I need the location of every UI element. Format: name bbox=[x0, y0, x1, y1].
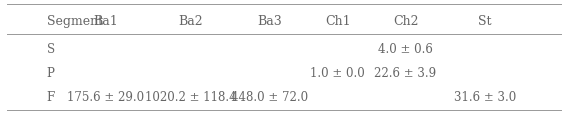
Text: 4.0 ± 0.6: 4.0 ± 0.6 bbox=[378, 43, 433, 56]
Text: S: S bbox=[47, 43, 55, 56]
Text: Ch2: Ch2 bbox=[393, 15, 418, 28]
Text: Segment: Segment bbox=[47, 15, 103, 28]
Text: Ba3: Ba3 bbox=[257, 15, 282, 28]
Text: Ba1: Ba1 bbox=[94, 15, 118, 28]
Text: 175.6 ± 29.0: 175.6 ± 29.0 bbox=[68, 91, 144, 104]
Text: Ch1: Ch1 bbox=[325, 15, 350, 28]
Text: P: P bbox=[47, 66, 55, 79]
Text: 22.6 ± 3.9: 22.6 ± 3.9 bbox=[374, 66, 437, 79]
Text: 31.6 ± 3.0: 31.6 ± 3.0 bbox=[453, 91, 516, 104]
Text: 1020.2 ± 118.4: 1020.2 ± 118.4 bbox=[145, 91, 236, 104]
Text: 1.0 ± 0.0: 1.0 ± 0.0 bbox=[310, 66, 365, 79]
Text: Ba2: Ba2 bbox=[178, 15, 203, 28]
Text: F: F bbox=[47, 91, 55, 104]
Text: St: St bbox=[478, 15, 491, 28]
Text: 448.0 ± 72.0: 448.0 ± 72.0 bbox=[231, 91, 308, 104]
